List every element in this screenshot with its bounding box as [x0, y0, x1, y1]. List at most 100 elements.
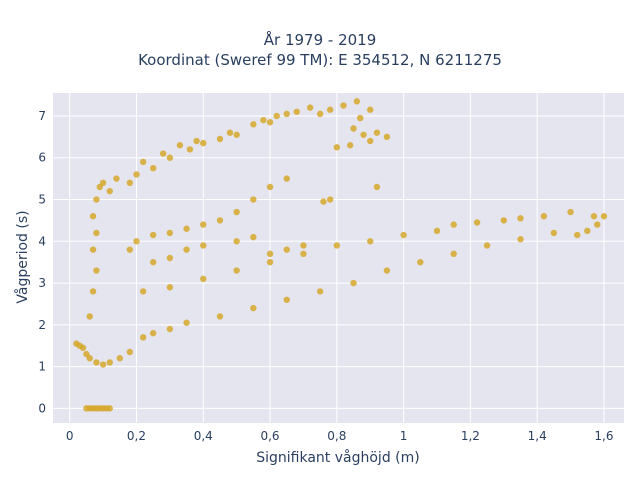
data-point: [590, 213, 598, 220]
data-point: [126, 179, 134, 187]
x-axis-ticks: 0 0,2 0,4 0,6 0,8 1 1,2 1,4 1,6: [66, 429, 614, 443]
data-point: [250, 304, 257, 312]
x-tick-label: 0: [66, 429, 74, 443]
data-point: [200, 275, 207, 283]
data-point: [116, 355, 123, 362]
data-point: [250, 121, 257, 128]
data-point: [350, 279, 357, 287]
data-point: [93, 359, 100, 366]
data-point: [250, 196, 257, 203]
x-tick-label: 0,2: [127, 429, 146, 443]
x-tick-label: 1,4: [528, 429, 547, 443]
data-point: [233, 267, 240, 274]
data-point: [139, 288, 147, 295]
y-tick-label: 1: [38, 360, 46, 374]
x-tick-label: 1,6: [594, 429, 613, 443]
data-point: [283, 296, 290, 303]
data-point: [139, 334, 147, 341]
data-point: [99, 179, 107, 187]
data-point: [567, 208, 574, 216]
data-point: [373, 129, 381, 136]
data-point: [113, 175, 120, 182]
data-point: [350, 125, 357, 132]
data-point: [417, 258, 424, 266]
data-point: [450, 250, 457, 258]
x-axis-label: Signifikant våghöjd (m): [256, 449, 419, 466]
data-point: [159, 150, 167, 157]
data-point: [353, 98, 361, 105]
data-point: [300, 242, 307, 249]
data-point: [183, 319, 190, 326]
data-point: [316, 288, 324, 295]
data-point: [133, 238, 140, 245]
data-point: [86, 355, 93, 362]
data-point: [233, 238, 240, 245]
y-tick-label: 6: [38, 151, 46, 165]
data-point: [383, 133, 391, 141]
data-point: [433, 227, 441, 235]
data-point: [79, 344, 87, 352]
y-tick-label: 3: [38, 276, 46, 290]
data-point: [473, 219, 481, 226]
data-point: [333, 144, 341, 151]
data-point: [166, 254, 174, 262]
data-point: [106, 405, 113, 412]
data-point: [483, 242, 491, 249]
grid: [53, 93, 624, 423]
data-point: [233, 208, 240, 216]
chart-title-line-1: År 1979 - 2019: [263, 31, 377, 49]
data-point: [316, 110, 324, 118]
data-point: [320, 198, 327, 205]
data-point: [200, 221, 207, 228]
data-point: [233, 131, 240, 138]
data-point: [346, 142, 354, 149]
data-point: [133, 171, 140, 178]
y-tick-label: 2: [38, 318, 46, 332]
data-point: [574, 231, 581, 239]
data-point: [517, 236, 524, 243]
data-point: [266, 119, 274, 126]
data-point: [594, 221, 601, 228]
x-tick-label: 0,4: [194, 429, 213, 443]
data-point: [99, 361, 107, 368]
data-point: [166, 154, 174, 161]
data-point: [126, 246, 134, 253]
data-point: [183, 225, 190, 232]
data-point: [600, 213, 608, 220]
data-point: [367, 238, 374, 245]
data-point: [326, 196, 334, 203]
data-point: [139, 158, 147, 166]
data-point: [293, 108, 300, 115]
data-point: [283, 110, 290, 118]
data-points: [73, 98, 608, 412]
plot-area: [53, 93, 624, 423]
data-point: [106, 359, 113, 366]
data-point: [266, 250, 274, 258]
y-axis-label: Vågperiod (s): [14, 210, 31, 303]
y-tick-label: 4: [38, 234, 46, 248]
x-tick-label: 0,6: [260, 429, 279, 443]
data-point: [166, 325, 174, 333]
data-point: [333, 242, 341, 249]
data-point: [166, 229, 174, 237]
data-point: [550, 229, 558, 237]
data-point: [500, 217, 507, 224]
data-point: [93, 229, 100, 237]
data-point: [186, 146, 194, 153]
data-point: [326, 106, 334, 113]
x-tick-label: 0,8: [327, 429, 346, 443]
data-point: [216, 217, 224, 224]
data-point: [166, 284, 174, 291]
y-tick-label: 0: [38, 401, 46, 415]
y-tick-label: 7: [38, 109, 46, 123]
data-point: [260, 116, 267, 124]
data-point: [193, 137, 200, 145]
data-point: [149, 329, 157, 337]
data-point: [340, 102, 347, 109]
data-point: [283, 175, 290, 182]
data-point: [89, 288, 97, 295]
data-point: [216, 313, 224, 320]
data-point: [93, 196, 100, 203]
